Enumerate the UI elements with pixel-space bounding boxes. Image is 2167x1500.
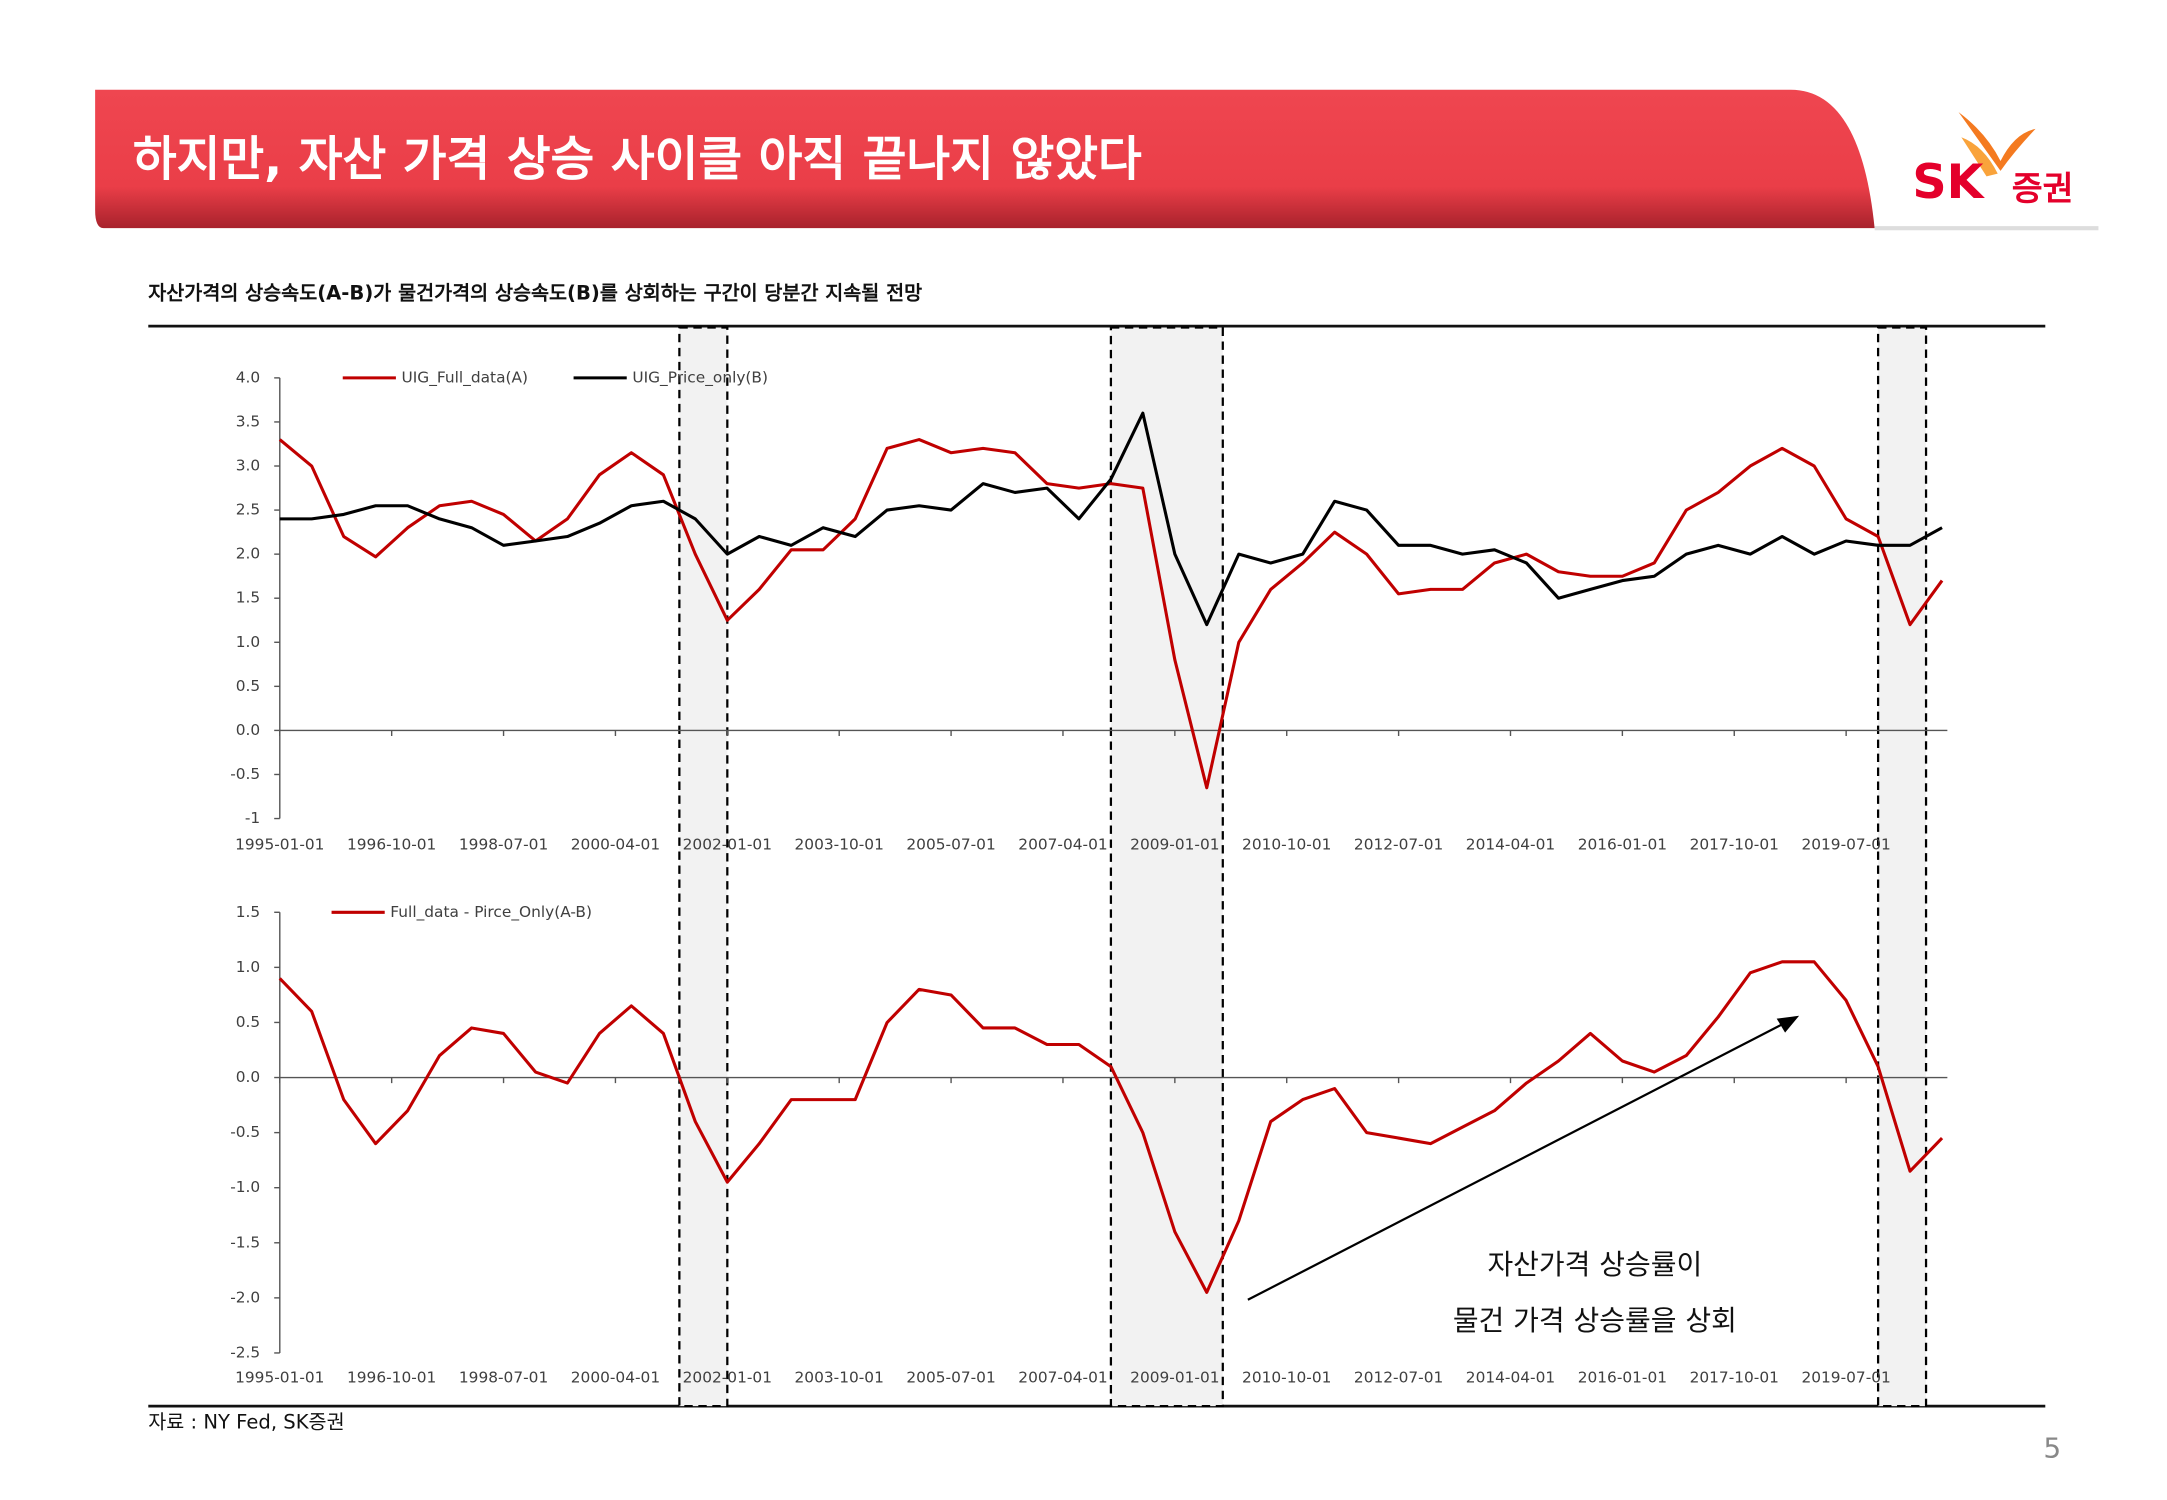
source: 자료 : NY Fed, SK증권 [148,1410,344,1433]
logo-sub: 증권 [2012,169,2074,208]
page-number: 5 [2043,1431,2061,1464]
shaded-period [678,326,729,1408]
y-tick-label: -1.0 [230,1178,260,1196]
y-tick-label: 1.0 [236,633,260,651]
legend-label: Full_data - Pirce_Only(A-B) [390,903,592,922]
x-tick-label: 2017-10-01 [1690,836,1779,854]
shaded-period [1876,326,1928,1408]
x-tick-label: 2012-07-01 [1354,836,1443,854]
y-tick-label: -2.5 [230,1343,260,1361]
logo-wing [1961,137,1998,177]
arrow [1247,1019,1792,1301]
x-tick-label: 2002-01-01 [683,1369,772,1387]
y-tick-label: 0.5 [236,1013,260,1031]
x-tick-label: 2005-07-01 [906,1369,995,1387]
x-tick-label: 2014-04-01 [1466,1369,1555,1387]
x-tick-label: 2007-04-01 [1018,836,1107,854]
legend-label: UIG_Price_only(B) [632,368,768,387]
x-tick-label: 2017-10-01 [1690,1369,1779,1387]
y-tick-label: 0.5 [236,677,260,695]
x-tick-label: 1995-01-01 [235,836,324,854]
x-tick-label: 2007-04-01 [1018,1369,1107,1387]
x-tick-label: 1998-07-01 [459,1369,548,1387]
x-tick-label: 2003-10-01 [795,1369,884,1387]
x-tick-label: 1998-07-01 [459,836,548,854]
x-tick-label: 2019-07-01 [1801,836,1890,854]
y-tick-label: -0.5 [230,1123,260,1141]
y-tick-label: 0.0 [236,721,260,739]
subtitle: 자산가격의 상승속도(A-B)가 물건가격의 상승속도(B)를 상회하는 구간이… [148,281,922,304]
header-band [95,89,1875,229]
x-tick-label: 2009-01-01 [1130,1369,1219,1387]
x-tick-label: 2000-04-01 [571,836,660,854]
y-tick-label: 3.0 [236,457,260,475]
y-tick-label: -1.5 [230,1233,260,1251]
y-tick-label: -2.0 [230,1288,260,1306]
x-tick-label: 2003-10-01 [795,836,884,854]
x-tick-label: 2010-10-01 [1242,1369,1331,1387]
annotation: 물건 가격 상승률을 상회 [1453,1304,1737,1337]
x-tick-label: 2019-07-01 [1801,1369,1890,1387]
x-tick-label: 1996-10-01 [347,1369,436,1387]
series-line [278,960,1944,1294]
logo: SK [1912,155,1985,210]
y-tick-label: 2.0 [236,545,260,563]
y-tick-label: 2.5 [236,501,260,519]
series-line [278,438,1944,790]
x-tick-label: 2005-07-01 [906,836,995,854]
x-tick-label: 2009-01-01 [1130,836,1219,854]
x-tick-label: 2016-01-01 [1578,1369,1667,1387]
y-tick-label: -0.5 [230,765,260,783]
x-tick-label: 1996-10-01 [347,836,436,854]
logo-wing [1958,112,2036,171]
annotation: 자산가격 상승률이 [1487,1248,1702,1281]
x-tick-label: 2002-01-01 [683,836,772,854]
arrow-head [1776,1015,1800,1033]
plot-layer: -1 -0.5 0.0 0.5 1.0 1.5 2.0 2.5 3.0 3.5 4.0 1995-01… [230,368,1948,1387]
x-tick-label: 1995-01-01 [235,1369,324,1387]
series-line [279,411,1943,627]
x-tick-label: 2016-01-01 [1578,836,1667,854]
y-tick-label: 1.5 [236,903,260,921]
x-tick-label: 2014-04-01 [1466,836,1555,854]
shaded-period [1109,326,1224,1408]
y-tick-label: 3.5 [236,412,260,430]
x-tick-label: 2000-04-01 [571,1369,660,1387]
y-tick-label: 1.5 [236,589,260,607]
page-title: 하지만, 자산 가격 상승 사이클 아직 끝나지 않았다 [133,132,1142,187]
shade-layer [678,326,1928,1408]
legend-label: UIG_Full_data(A) [402,368,529,387]
y-tick-label: 0.0 [236,1068,260,1086]
x-tick-label: 2012-07-01 [1354,1369,1443,1387]
x-tick-label: 2010-10-01 [1242,836,1331,854]
y-tick-label: -1 [245,809,260,827]
y-tick-label: 4.0 [236,368,260,386]
y-tick-label: 1.0 [236,958,260,976]
